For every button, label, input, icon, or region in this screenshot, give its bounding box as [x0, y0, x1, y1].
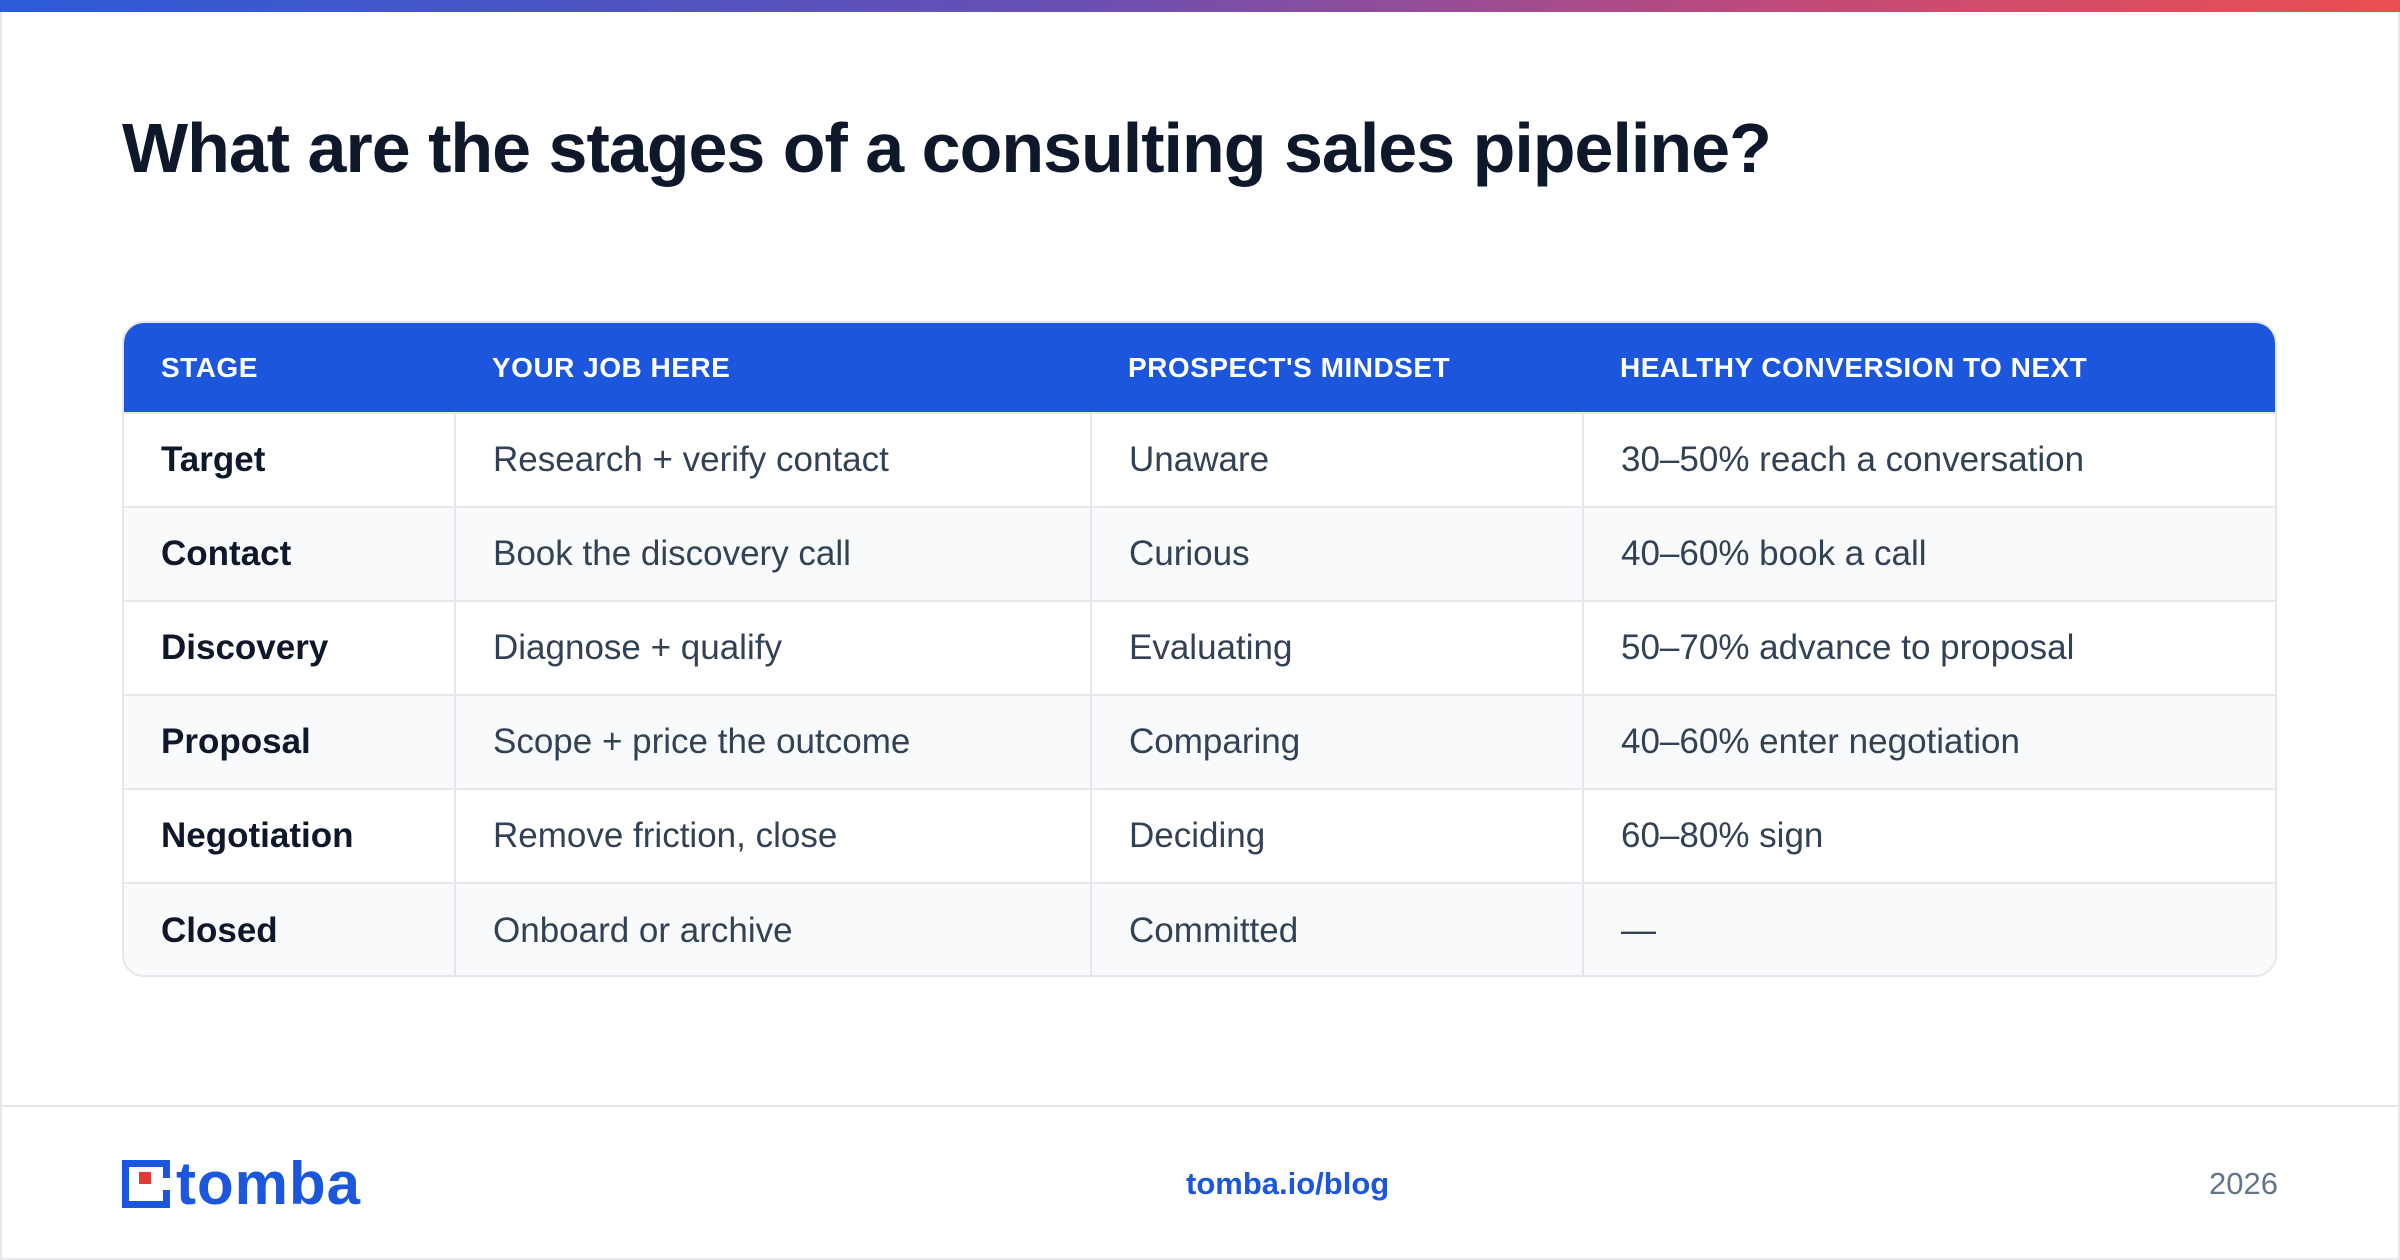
table-row: Contact Book the discovery call Curious …: [124, 506, 2275, 601]
cell-conversion: 30–50% reach a conversation: [1582, 412, 2275, 507]
cell-job: Scope + price the outcome: [454, 694, 1091, 789]
table-row: Closed Onboard or archive Committed —: [124, 882, 2275, 975]
page-title: What are the stages of a consulting sale…: [122, 109, 1772, 187]
header-stage: STAGE: [161, 351, 258, 383]
cell-conversion: 40–60% enter negotiation: [1582, 694, 2275, 789]
cell-stage: Contact: [124, 506, 455, 601]
table-row: Proposal Scope + price the outcome Compa…: [124, 694, 2275, 789]
cell-mindset: Comparing: [1090, 694, 1583, 789]
cell-job: Onboard or archive: [454, 882, 1091, 975]
pipeline-stages-table: STAGE YOUR JOB HERE PROSPECT'S MINDSET H…: [124, 323, 2275, 975]
cell-conversion: 60–80% sign: [1582, 788, 2275, 883]
logo-wordmark: tomba: [176, 1150, 361, 1217]
header-conversion: HEALTHY CONVERSION TO NEXT: [1620, 351, 2088, 383]
cell-stage: Discovery: [124, 600, 455, 695]
cell-mindset: Deciding: [1090, 788, 1583, 883]
cell-stage: Closed: [124, 882, 455, 975]
cell-mindset: Curious: [1090, 506, 1583, 601]
footer-year: 2026: [2209, 1166, 2278, 1201]
header-prospect-mindset: PROSPECT'S MINDSET: [1128, 351, 1451, 383]
table-row: Discovery Diagnose + qualify Evaluating …: [124, 600, 2275, 695]
cell-conversion: 40–60% book a call: [1582, 506, 2275, 601]
table-row: Negotiation Remove friction, close Decid…: [124, 788, 2275, 883]
cell-stage: Target: [124, 412, 455, 507]
cell-job: Book the discovery call: [454, 506, 1091, 601]
top-gradient-bar: [0, 0, 2400, 12]
table-header-row: STAGE YOUR JOB HERE PROSPECT'S MINDSET H…: [124, 323, 2275, 413]
cell-mindset: Unaware: [1090, 412, 1583, 507]
cell-stage: Negotiation: [124, 788, 455, 883]
pipeline-table-container: STAGE YOUR JOB HERE PROSPECT'S MINDSET H…: [122, 321, 2277, 977]
tomba-logo-icon: [122, 1160, 170, 1208]
cell-mindset: Committed: [1090, 882, 1583, 975]
cell-job: Remove friction, close: [454, 788, 1091, 883]
cell-job: Diagnose + qualify: [454, 600, 1091, 695]
tomba-logo[interactable]: tomba: [122, 1150, 361, 1217]
cell-job: Research + verify contact: [454, 412, 1091, 507]
footer-divider: [0, 1105, 2400, 1107]
table-row: Target Research + verify contact Unaware…: [124, 412, 2275, 507]
header-your-job: YOUR JOB HERE: [492, 351, 731, 383]
cell-stage: Proposal: [124, 694, 455, 789]
cell-mindset: Evaluating: [1090, 600, 1583, 695]
cell-conversion: —: [1582, 882, 2275, 975]
cell-conversion: 50–70% advance to proposal: [1582, 600, 2275, 695]
blog-link[interactable]: tomba.io/blog: [1186, 1166, 1390, 1201]
